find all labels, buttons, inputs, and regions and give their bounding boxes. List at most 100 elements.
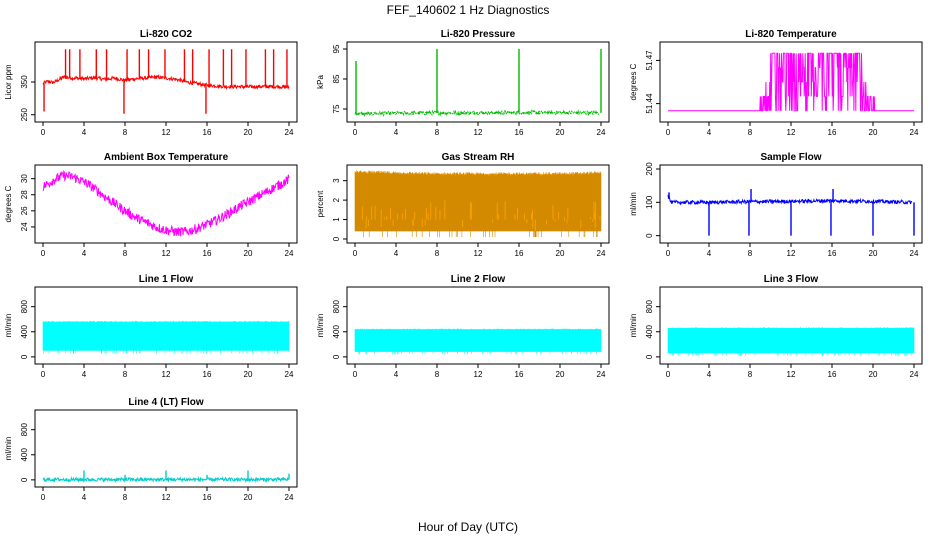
x-tick-label: 4 (394, 249, 399, 258)
x-tick-label: 8 (435, 128, 440, 137)
y-axis-label: Licor ppm (4, 64, 13, 99)
x-tick-label: 8 (748, 249, 753, 258)
y-tick-label: 350 (20, 75, 29, 89)
series-line (667, 194, 913, 206)
y-tick-label: 0 (645, 233, 654, 238)
panel-title: Line 4 (LT) Flow (128, 397, 204, 408)
panel-7: Line 1 Flow ml/min 0 4 8 12 16 20 24 0 400 800 (4, 274, 298, 379)
y-tick-label: 85 (332, 74, 341, 83)
y-tick-label: 800 (332, 299, 341, 313)
x-tick-label: 8 (435, 370, 440, 379)
panel-title: Li-820 Pressure (441, 29, 516, 40)
x-tick-label: 12 (162, 370, 171, 379)
x-tick-label: 20 (556, 370, 565, 379)
y-axis-label: kPa (316, 75, 325, 89)
x-tick-label: 24 (910, 249, 919, 258)
y-tick-label: 800 (645, 299, 654, 313)
y-tick-label: 250 (20, 108, 29, 122)
panel-9: Line 3 Flow ml/min 0 4 8 12 16 20 24 0 400 800 (629, 274, 923, 379)
x-tick-label: 16 (203, 493, 212, 502)
x-tick-label: 12 (787, 249, 796, 258)
y-tick-label: 3 (332, 178, 341, 183)
y-tick-label: 400 (645, 325, 654, 339)
x-tick-label: 24 (285, 493, 294, 502)
panel-1: Li-820 CO2 Licor ppm 0 4 8 12 16 20 24 250 350 (4, 29, 298, 137)
data-layer (42, 49, 290, 114)
x-tick-label: 16 (828, 128, 837, 137)
x-tick-label: 20 (244, 128, 253, 137)
x-tick-label: 20 (244, 249, 253, 258)
x-tick-label: 24 (597, 249, 606, 258)
series-line (354, 109, 600, 118)
data-layer (354, 170, 602, 238)
x-tick-label: 0 (41, 249, 46, 258)
data-layer (668, 52, 914, 112)
series-line (668, 52, 914, 112)
panel-title: Line 2 Flow (451, 274, 506, 285)
x-tick-label: 16 (515, 249, 524, 258)
x-tick-label: 0 (41, 493, 46, 502)
series-line (42, 74, 290, 91)
y-tick-label: 800 (20, 422, 29, 436)
x-tick-label: 0 (666, 370, 671, 379)
x-tick-label: 12 (787, 370, 796, 379)
panel-6: Sample Flow ml/min 0 4 8 12 16 20 24 0 100 200 (629, 152, 923, 258)
panel-2: Li-820 Pressure kPa 0 4 8 12 16 20 24 75 85 95 (316, 29, 610, 137)
panel-title: Line 1 Flow (139, 274, 194, 285)
y-tick-label: 2 (332, 197, 341, 202)
plot-frame (34, 41, 298, 123)
x-tick-label: 0 (41, 128, 46, 137)
data-layer (354, 49, 602, 118)
series-noise (42, 320, 290, 354)
y-tick-label: 400 (20, 325, 29, 339)
y-axis-label: ml/min (629, 192, 638, 216)
y-axis-label: ml/min (4, 314, 13, 338)
series-noise (354, 170, 602, 238)
x-tick-label: 4 (394, 128, 399, 137)
x-tick-label: 16 (515, 370, 524, 379)
x-tick-label: 20 (244, 370, 253, 379)
x-tick-label: 24 (597, 128, 606, 137)
x-tick-label: 24 (285, 128, 294, 137)
x-tick-label: 0 (41, 370, 46, 379)
x-tick-label: 16 (828, 370, 837, 379)
series-noise (354, 328, 602, 355)
x-tick-label: 8 (435, 249, 440, 258)
y-tick-label: 800 (20, 299, 29, 313)
y-tick-label: 0 (20, 477, 29, 482)
x-tick-label: 20 (869, 370, 878, 379)
x-tick-label: 4 (82, 493, 87, 502)
panel-title: Li-820 Temperature (745, 29, 837, 40)
x-tick-label: 8 (123, 249, 128, 258)
panel-title: Line 3 Flow (764, 274, 819, 285)
x-tick-label: 8 (748, 370, 753, 379)
x-tick-label: 20 (869, 249, 878, 258)
y-tick-label: 24 (20, 222, 29, 231)
y-axis-label: ml/min (629, 314, 638, 338)
panel-8: Line 2 Flow ml/min 0 4 8 12 16 20 24 0 400 800 (316, 274, 610, 379)
x-tick-label: 12 (162, 493, 171, 502)
x-tick-label: 12 (787, 128, 796, 137)
y-tick-label: 100 (645, 195, 654, 209)
y-tick-label: 0 (332, 236, 341, 241)
x-tick-label: 16 (828, 249, 837, 258)
x-tick-label: 12 (474, 370, 483, 379)
panel-4: Ambient Box Temperature degrees C 0 4 8 12 16 2… (4, 152, 298, 258)
x-tick-label: 12 (474, 249, 483, 258)
figure-title: FEF_140602 1 Hz Diagnostics (387, 3, 550, 17)
panel-title: Sample Flow (760, 152, 821, 163)
plot-frame (346, 286, 610, 365)
x-tick-label: 20 (244, 493, 253, 502)
x-tick-label: 0 (353, 370, 358, 379)
y-axis-label: percent (316, 190, 325, 217)
x-tick-label: 24 (597, 370, 606, 379)
x-tick-label: 0 (353, 249, 358, 258)
x-tick-label: 16 (203, 249, 212, 258)
series-line (42, 169, 290, 237)
x-tick-label: 20 (869, 128, 878, 137)
y-tick-label: 30 (20, 174, 29, 183)
data-layer (42, 169, 290, 237)
y-tick-label: 400 (20, 448, 29, 462)
x-tick-label: 0 (353, 128, 358, 137)
y-axis-label: degrees C (629, 63, 638, 100)
